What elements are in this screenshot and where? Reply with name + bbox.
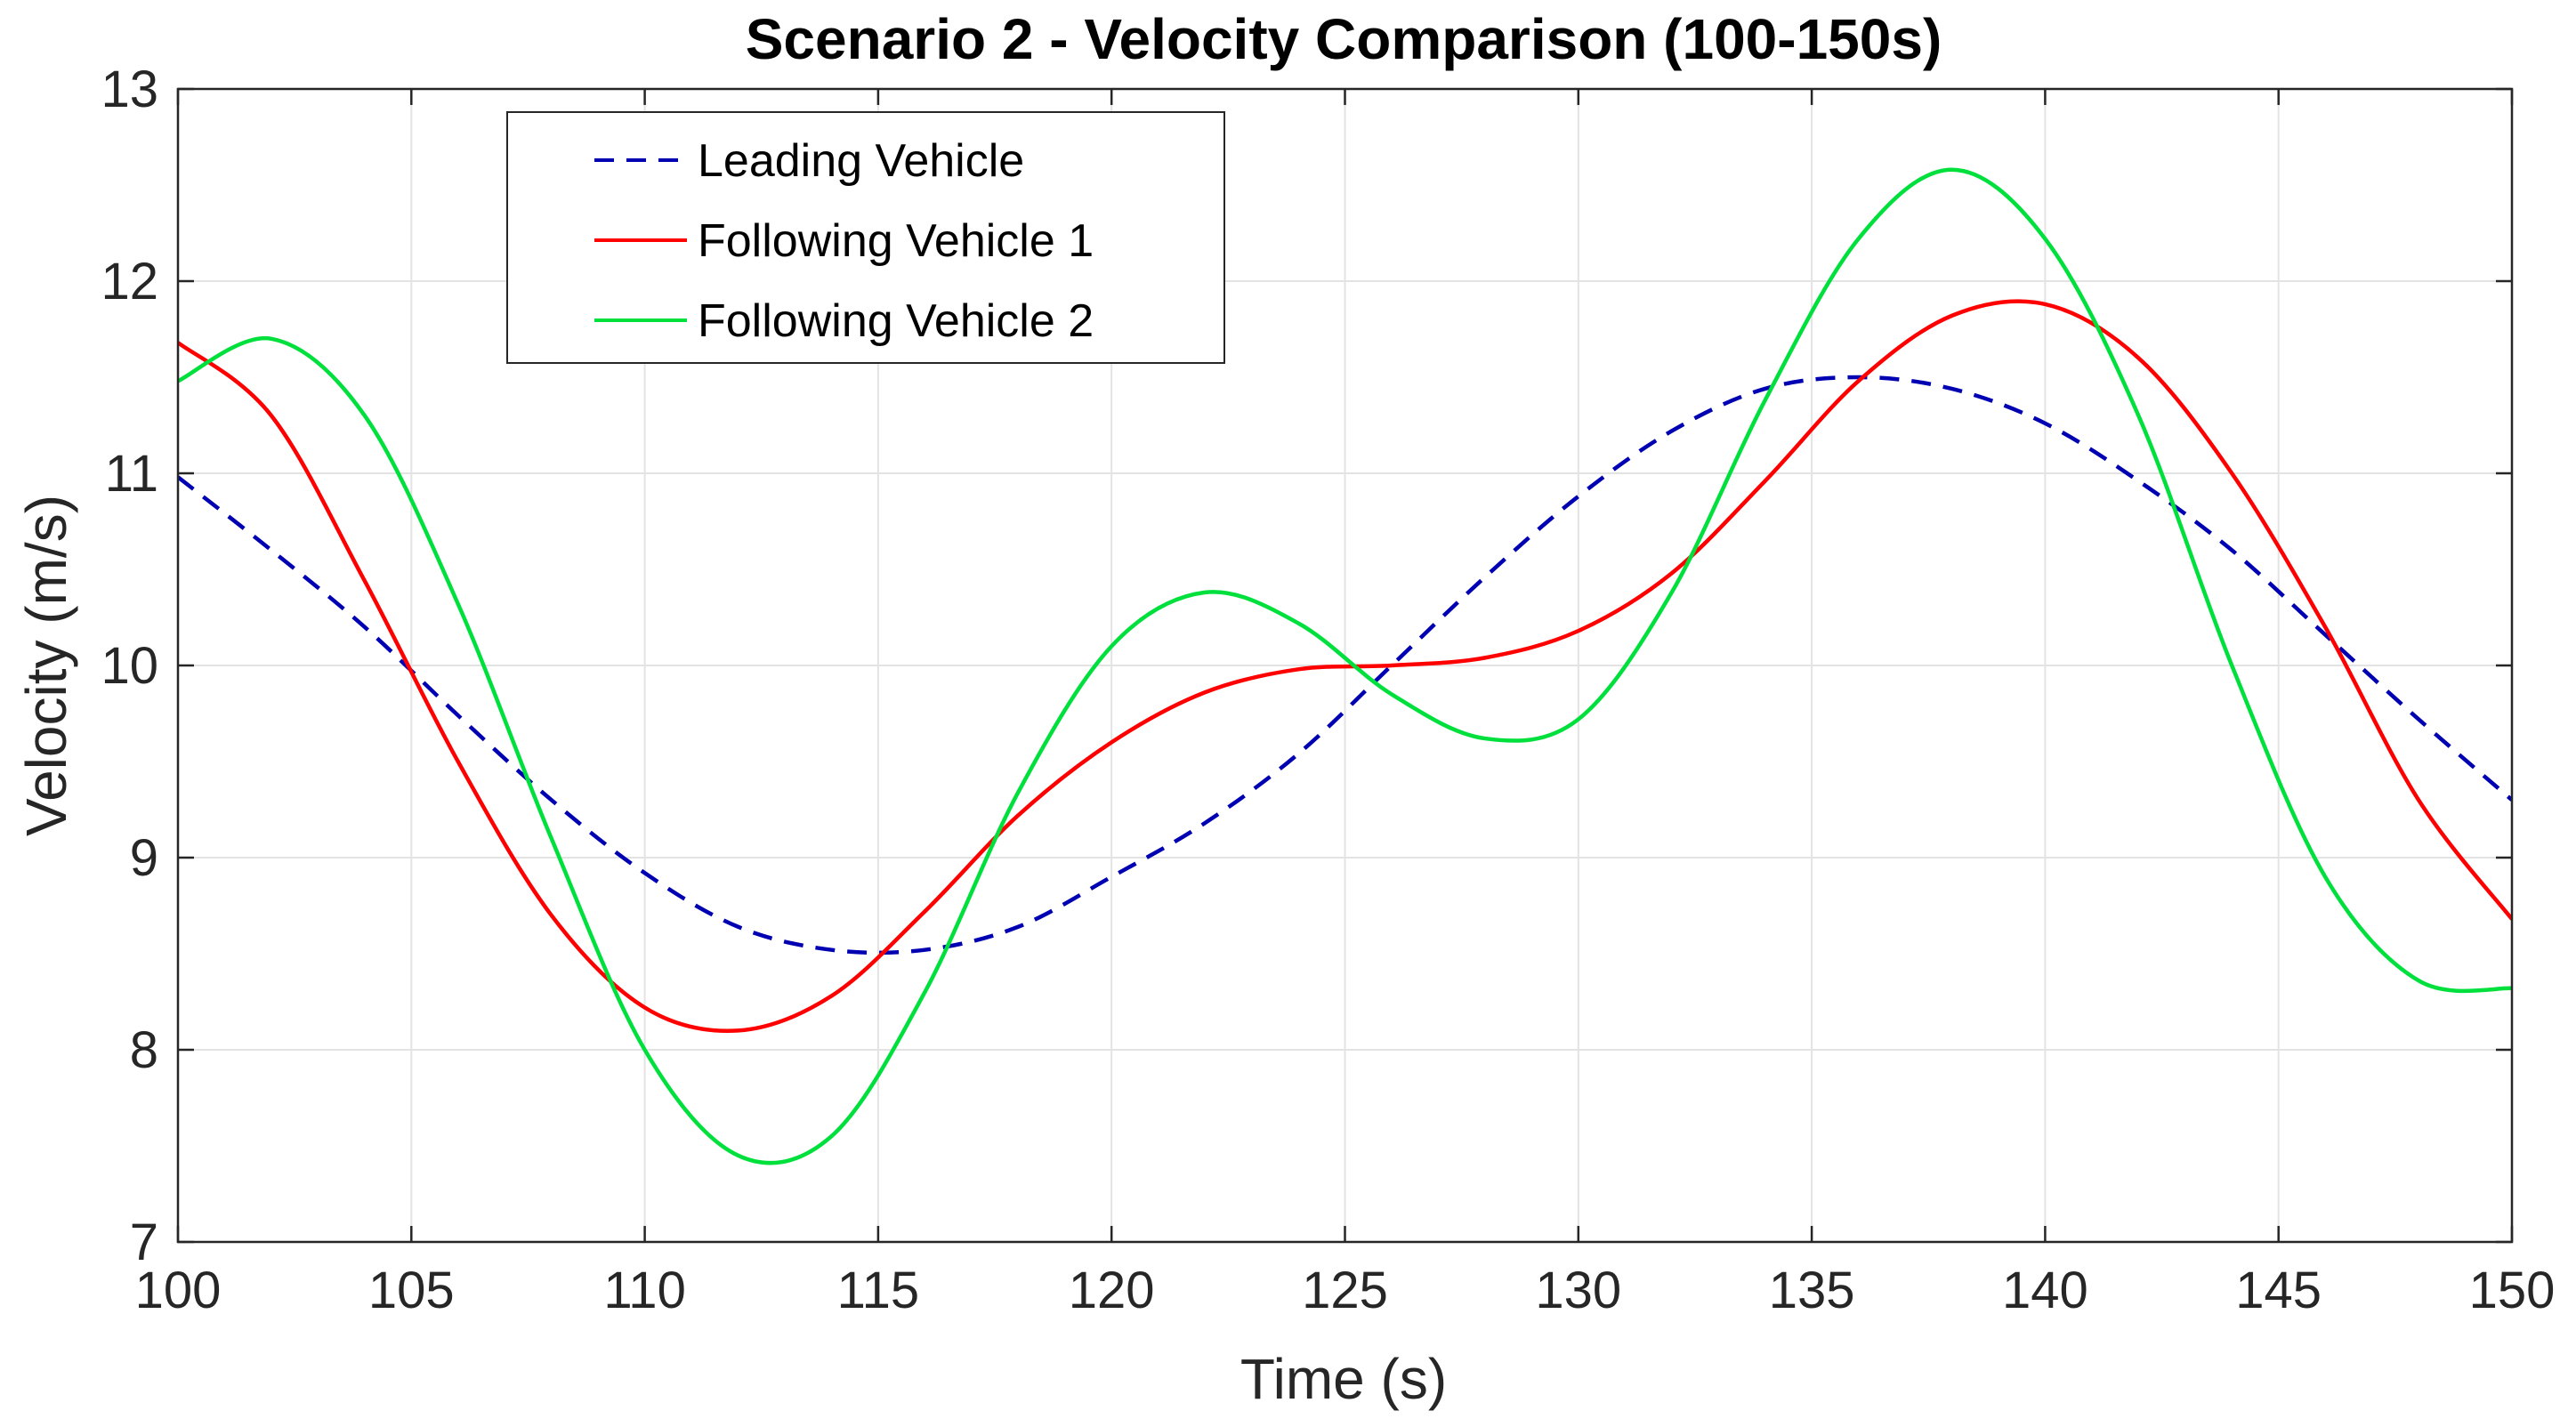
x-tick-label-145: 145 — [2235, 1262, 2322, 1319]
y-tick-label-9: 9 — [130, 829, 158, 887]
x-tick-label-100: 100 — [135, 1262, 222, 1319]
series-line-following-vehicle-2 — [178, 167, 2512, 1165]
x-tick-label-120: 120 — [1069, 1262, 1155, 1319]
x-tick-label-135: 135 — [1769, 1262, 1855, 1319]
series-line-leading-vehicle — [178, 375, 2512, 955]
x-tick-label-115: 115 — [837, 1262, 919, 1319]
legend-label-following-vehicle-2: Following Vehicle 2 — [698, 295, 1094, 347]
y-axis-label: Velocity (m/s) — [14, 495, 78, 836]
legend-label-leading-vehicle: Leading Vehicle — [698, 135, 1024, 187]
y-tick-label-10: 10 — [101, 637, 158, 695]
x-tick-label-130: 130 — [1535, 1262, 1621, 1319]
y-tick-label-13: 13 — [101, 60, 158, 118]
x-tick-label-125: 125 — [1302, 1262, 1388, 1319]
y-tick-label-11: 11 — [105, 445, 158, 503]
x-axis-label: Time (s) — [1240, 1347, 1447, 1411]
series-line-following-vehicle-1 — [178, 299, 2512, 1034]
plot-series — [178, 167, 2512, 1165]
tick-labels: 100 105 110 115 120 125 130 135 140 145 150 7 8 9 10 11… — [101, 60, 2555, 1319]
legend: Leading Vehicle Following Vehicle 1 Foll… — [506, 111, 1225, 364]
legend-label-following-vehicle-1: Following Vehicle 1 — [698, 215, 1094, 267]
x-tick-label-110: 110 — [603, 1262, 685, 1319]
y-tick-label-12: 12 — [101, 253, 158, 310]
x-tick-label-105: 105 — [368, 1262, 455, 1319]
chart-title: Scenario 2 - Velocity Comparison (100-15… — [746, 7, 1942, 71]
x-tick-label-140: 140 — [2002, 1262, 2088, 1319]
x-tick-label-150: 150 — [2469, 1262, 2556, 1319]
axes — [176, 87, 2514, 1244]
y-tick-label-7: 7 — [130, 1213, 158, 1271]
y-tick-label-8: 8 — [130, 1021, 158, 1079]
